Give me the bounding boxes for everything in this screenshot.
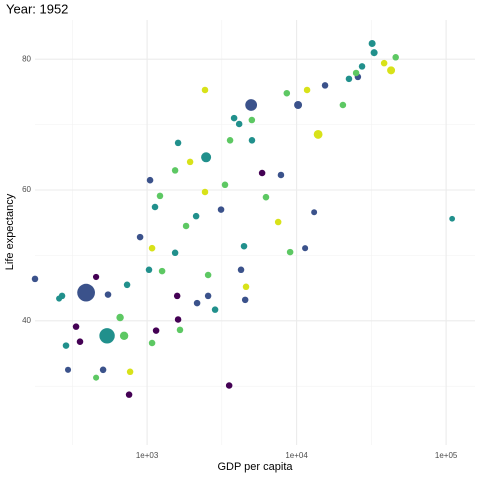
x-axis-label: GDP per capita [217,461,293,473]
x-tick-label: 1e+03 [136,451,159,460]
point [76,338,84,345]
point [176,326,184,334]
point [204,271,212,279]
point [99,328,115,344]
point [226,137,234,144]
point [145,266,153,274]
point [182,222,190,230]
point [241,296,249,304]
point [294,101,303,109]
point [225,382,233,389]
point [262,193,270,201]
point [116,313,124,322]
point [192,212,200,220]
point [345,75,353,83]
point [119,331,129,341]
point [99,366,107,374]
point [370,49,378,57]
point [230,114,238,122]
point [313,130,323,139]
point [186,158,194,166]
point [240,242,248,250]
point [136,233,144,241]
point [248,137,256,144]
chart-title: Year: 1952 [6,1,68,16]
point [303,86,311,94]
point [156,192,164,200]
point [123,281,131,289]
point [126,368,134,376]
point [311,209,318,216]
point [125,391,133,398]
point [302,245,309,252]
point [217,206,225,213]
point [387,66,396,75]
point [283,89,291,97]
point [152,327,160,334]
point [174,139,182,147]
point [148,339,156,347]
point [93,374,100,381]
point [104,291,112,298]
point [171,167,179,174]
point [321,82,329,89]
point [201,152,212,163]
y-tick-label: 80 [22,54,31,63]
point [286,248,294,256]
point [148,244,156,252]
point [277,171,285,179]
point [449,215,456,222]
point [204,292,212,300]
point [242,283,250,291]
point [158,267,166,275]
point [358,63,366,70]
y-axis-label: Life expectancy [4,193,16,270]
point [248,116,256,124]
point [146,176,154,184]
point [235,120,243,128]
point [380,59,388,67]
y-tick-label: 40 [22,316,31,325]
point [221,181,229,189]
point [173,292,181,300]
point [171,249,179,257]
x-tick-label: 1e+04 [285,451,308,460]
point [92,273,100,281]
y-tick-label: 60 [22,185,31,194]
point [392,54,399,61]
point [237,266,245,274]
point [201,86,209,94]
point [211,306,219,313]
point [77,283,95,302]
point [352,69,360,77]
point [174,316,182,323]
point [64,366,72,373]
point [274,218,282,226]
point [258,169,266,177]
point [368,40,376,48]
point [201,188,209,196]
point [193,299,201,307]
point [31,275,39,283]
point [151,203,159,211]
point [62,342,70,349]
point [56,295,63,302]
point [72,323,80,330]
point [245,99,258,111]
x-tick-label: 1e+05 [435,451,458,460]
point [339,101,347,109]
